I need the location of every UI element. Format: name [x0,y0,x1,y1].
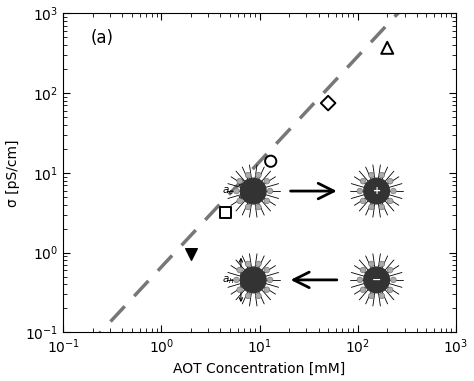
Point [187,251,195,258]
Point [222,209,229,215]
Point [383,45,391,51]
Text: (a): (a) [91,29,114,47]
Point [324,100,332,106]
X-axis label: AOT Concentration [mM]: AOT Concentration [mM] [173,362,346,375]
Point [267,158,274,164]
Y-axis label: σ [pS/cm]: σ [pS/cm] [6,139,19,207]
